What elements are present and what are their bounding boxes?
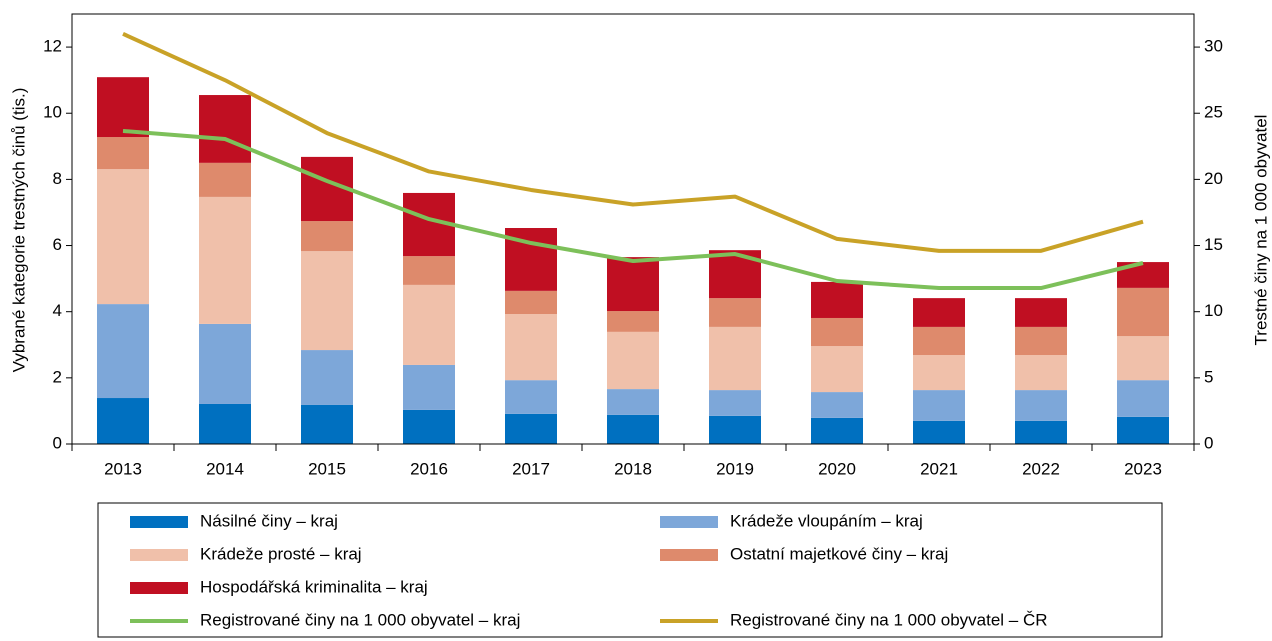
bar: [811, 281, 863, 318]
legend-swatch: [130, 582, 188, 594]
bar: [97, 169, 149, 305]
y2-tick-label: 0: [1204, 433, 1213, 452]
bar: [301, 251, 353, 351]
bar: [97, 137, 149, 170]
bar: [505, 314, 557, 381]
bar: [709, 326, 761, 391]
y2-axis-label: Trestné činy na 1 000 obyvatel: [1251, 115, 1270, 346]
bar: [97, 398, 149, 444]
y-axis-label: Vybrané kategorie trestných činů (tis.): [9, 88, 28, 373]
x-tick-label: 2023: [1124, 459, 1162, 478]
bar: [301, 221, 353, 252]
bar: [913, 390, 965, 421]
bar: [1015, 390, 1067, 421]
x-tick-label: 2015: [308, 459, 346, 478]
bar: [403, 364, 455, 410]
y-tick-label: 10: [43, 103, 62, 122]
bar: [607, 311, 659, 332]
bar: [607, 257, 659, 312]
y-tick-label: 6: [53, 235, 62, 254]
bar: [811, 392, 863, 418]
legend-swatch: [660, 549, 718, 561]
legend-swatch: [660, 516, 718, 528]
line-series: [122, 128, 1144, 291]
bar: [301, 404, 353, 444]
y-tick-label: 4: [53, 301, 62, 320]
bar: [913, 298, 965, 327]
legend-swatch: [130, 516, 188, 528]
bar: [913, 326, 965, 356]
bar: [1015, 326, 1067, 356]
bar: [1117, 380, 1169, 417]
bar: [1117, 287, 1169, 337]
bar: [811, 346, 863, 393]
bar: [199, 95, 251, 163]
bar: [607, 389, 659, 415]
legend-swatch: [130, 549, 188, 561]
y2-tick-label: 5: [1204, 367, 1213, 386]
x-tick-label: 2021: [920, 459, 958, 478]
y-tick-label: 2: [53, 367, 62, 386]
legend-label: Registrované činy na 1 000 obyvatel – ČR: [730, 610, 1048, 629]
bar: [505, 380, 557, 414]
x-tick-label: 2018: [614, 459, 652, 478]
line-series: [122, 32, 1144, 253]
bar: [913, 420, 965, 444]
y-tick-label: 12: [43, 37, 62, 56]
bar: [97, 77, 149, 138]
bar: [709, 298, 761, 327]
bar: [199, 403, 251, 444]
bar: [403, 409, 455, 444]
y2-tick-label: 30: [1204, 37, 1223, 56]
legend-label: Ostatní majetkové činy – kraj: [730, 544, 948, 563]
bar: [403, 284, 455, 365]
legend-label: Násilné činy – kraj: [200, 511, 338, 530]
legend-label: Registrované činy na 1 000 obyvatel – kr…: [200, 610, 520, 629]
bar: [607, 414, 659, 444]
bar: [301, 350, 353, 405]
y2-tick-label: 25: [1204, 103, 1223, 122]
bar: [709, 415, 761, 444]
x-tick-label: 2014: [206, 459, 244, 478]
plot-frame: [71, 13, 1195, 445]
bar: [811, 317, 863, 347]
y2-tick-label: 15: [1204, 235, 1223, 254]
bar: [403, 256, 455, 285]
bar: [97, 304, 149, 399]
bar: [709, 390, 761, 416]
x-tick-label: 2020: [818, 459, 856, 478]
bar: [1015, 355, 1067, 391]
x-tick-label: 2022: [1022, 459, 1060, 478]
bar: [1117, 336, 1169, 381]
legend-label: Krádeže vloupáním – kraj: [730, 511, 923, 530]
bar: [199, 323, 251, 404]
x-tick-label: 2017: [512, 459, 550, 478]
bar: [199, 196, 251, 324]
y2-tick-label: 10: [1204, 301, 1223, 320]
bar: [811, 417, 863, 444]
y-tick-label: 8: [53, 169, 62, 188]
y-tick-label: 0: [53, 433, 62, 452]
bar: [1117, 416, 1169, 444]
bar: [1015, 420, 1067, 444]
x-tick-label: 2016: [410, 459, 448, 478]
y2-tick-label: 20: [1204, 169, 1223, 188]
bar: [505, 413, 557, 444]
x-tick-label: 2019: [716, 459, 754, 478]
bar: [199, 162, 251, 197]
bar: [607, 331, 659, 390]
bar: [1015, 298, 1067, 327]
legend-label: Krádeže prosté – kraj: [200, 544, 362, 563]
legend-box: [97, 502, 1163, 638]
bar: [505, 290, 557, 315]
legend-label: Hospodářská kriminalita – kraj: [200, 577, 428, 596]
x-tick-label: 2013: [104, 459, 142, 478]
bar: [913, 355, 965, 391]
